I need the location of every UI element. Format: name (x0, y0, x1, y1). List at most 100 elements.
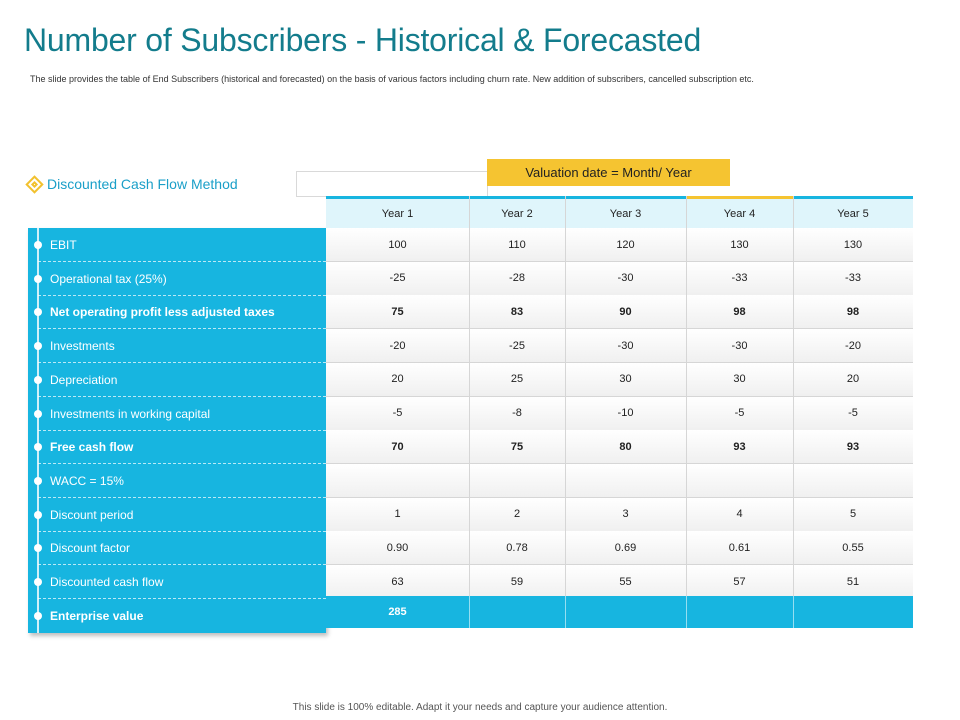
table-cell: 3 (565, 497, 686, 532)
table-cell: 30 (686, 362, 793, 397)
table-cell: 0.90 (326, 531, 469, 566)
row-label: Investments (28, 329, 326, 364)
row-separator (38, 395, 326, 397)
year-header: Year 5 (793, 196, 913, 228)
circle-bullet-icon (34, 409, 42, 418)
row-separator (38, 496, 326, 498)
table-cell: 30 (565, 362, 686, 397)
table-cell: 5 (793, 497, 913, 532)
circle-bullet-icon (34, 578, 42, 586)
row-label: Operational tax (25%) (28, 262, 326, 296)
row-separator (38, 564, 326, 566)
row-separator (38, 463, 326, 465)
enterprise-value-amount: 285 (388, 606, 407, 618)
valuation-date-badge: Valuation date = Month/ Year (487, 159, 730, 186)
table-cell: 90 (565, 295, 686, 330)
row-separator (38, 530, 326, 532)
table-cell (565, 463, 686, 498)
table-cell: -30 (686, 329, 793, 364)
table-cell: -8 (469, 396, 565, 431)
column-divider (793, 196, 794, 628)
table-cell: 110 (469, 228, 565, 262)
table-cell (469, 463, 565, 498)
row-separator (38, 261, 326, 262)
column-divider (565, 196, 566, 628)
enterprise-value-row: Enterprise value (28, 599, 326, 633)
table-cell: 57 (686, 565, 793, 599)
row-label: Net operating profit less adjusted taxes (28, 295, 326, 330)
row-label-text: Operational tax (25%) (50, 271, 167, 286)
table-cell: 63 (326, 565, 469, 599)
row-label: EBIT (28, 228, 326, 262)
circle-bullet-icon (34, 510, 42, 519)
table-cell: 130 (686, 228, 793, 262)
table-cell: -30 (565, 261, 686, 296)
row-label-text: Depreciation (50, 372, 118, 387)
year-header: Year 4 (686, 196, 793, 228)
year-header: Year 2 (469, 196, 565, 228)
table-cell: 25 (469, 362, 565, 397)
table-cell: 100 (326, 228, 469, 262)
table-cell: -30 (565, 329, 686, 364)
column-divider (565, 596, 566, 628)
row-label: Discount factor (28, 531, 326, 566)
table-cell: 98 (793, 295, 913, 330)
circle-bullet-icon (34, 375, 42, 384)
footer-note: This slide is 100% editable. Adapt it yo… (292, 702, 668, 713)
row-label-text: Discount period (50, 507, 134, 522)
row-label: Free cash flow (28, 430, 326, 465)
column-divider (686, 196, 687, 628)
table-cell (793, 463, 913, 498)
dcf-method-text: Discounted Cash Flow Method (47, 176, 238, 192)
circle-bullet-icon (34, 342, 42, 351)
row-label-text: Free cash flow (50, 440, 134, 455)
table-cell: 0.55 (793, 531, 913, 566)
column-divider (793, 596, 794, 628)
timeline-line (37, 228, 39, 633)
row-separator (38, 598, 326, 599)
row-separator (38, 328, 326, 330)
table-cell: 75 (326, 295, 469, 330)
table-cell: 130 (793, 228, 913, 262)
table-cell: -20 (326, 329, 469, 364)
table-cell: 80 (565, 430, 686, 465)
table-cell: 51 (793, 565, 913, 599)
table-cell: 0.61 (686, 531, 793, 566)
diamond-bullet-icon (25, 174, 44, 194)
table-cell: 120 (565, 228, 686, 262)
table-cell: -5 (326, 396, 469, 431)
table-cell (686, 463, 793, 498)
table-cell: -5 (686, 396, 793, 431)
row-label-text: Investments in working capital (50, 406, 211, 421)
table-cell: 93 (686, 430, 793, 465)
table-cell: 55 (565, 565, 686, 599)
slide-subtitle: The slide provides the table of End Subs… (30, 74, 754, 84)
table-cell: 98 (686, 295, 793, 330)
table-cell: -5 (793, 396, 913, 431)
table-cell: 20 (793, 362, 913, 397)
row-separator (38, 294, 326, 296)
table-cell: 0.69 (565, 531, 686, 566)
row-label-text: Discount factor (50, 541, 131, 556)
table-cell: 83 (469, 295, 565, 330)
row-labels-panel: EBIT Operational tax (25%) Net operating p… (28, 228, 326, 633)
table-cell: 2 (469, 497, 565, 532)
circle-bullet-icon (34, 241, 42, 249)
row-label: WACC = 15% (28, 464, 326, 498)
year-header: Year 1 (326, 196, 469, 228)
row-label: Investments in working capital (28, 397, 326, 431)
circle-bullet-icon (34, 443, 42, 452)
row-separator (38, 429, 326, 431)
table-cell (326, 463, 469, 498)
table-cell: -25 (469, 329, 565, 364)
table-cell: -28 (469, 261, 565, 296)
year-header: Year 3 (565, 196, 686, 228)
column-divider (686, 596, 687, 628)
circle-bullet-icon (34, 308, 42, 317)
circle-bullet-icon (34, 544, 42, 553)
row-label-text: Discounted cash flow (50, 575, 164, 589)
circle-bullet-icon (34, 274, 42, 283)
table-cell: -33 (793, 261, 913, 296)
data-grid: Year 1 Year 2 Year 3 Year 4 Year 5 100 110 120 1… (326, 196, 913, 628)
blank-input-box[interactable] (296, 171, 488, 197)
